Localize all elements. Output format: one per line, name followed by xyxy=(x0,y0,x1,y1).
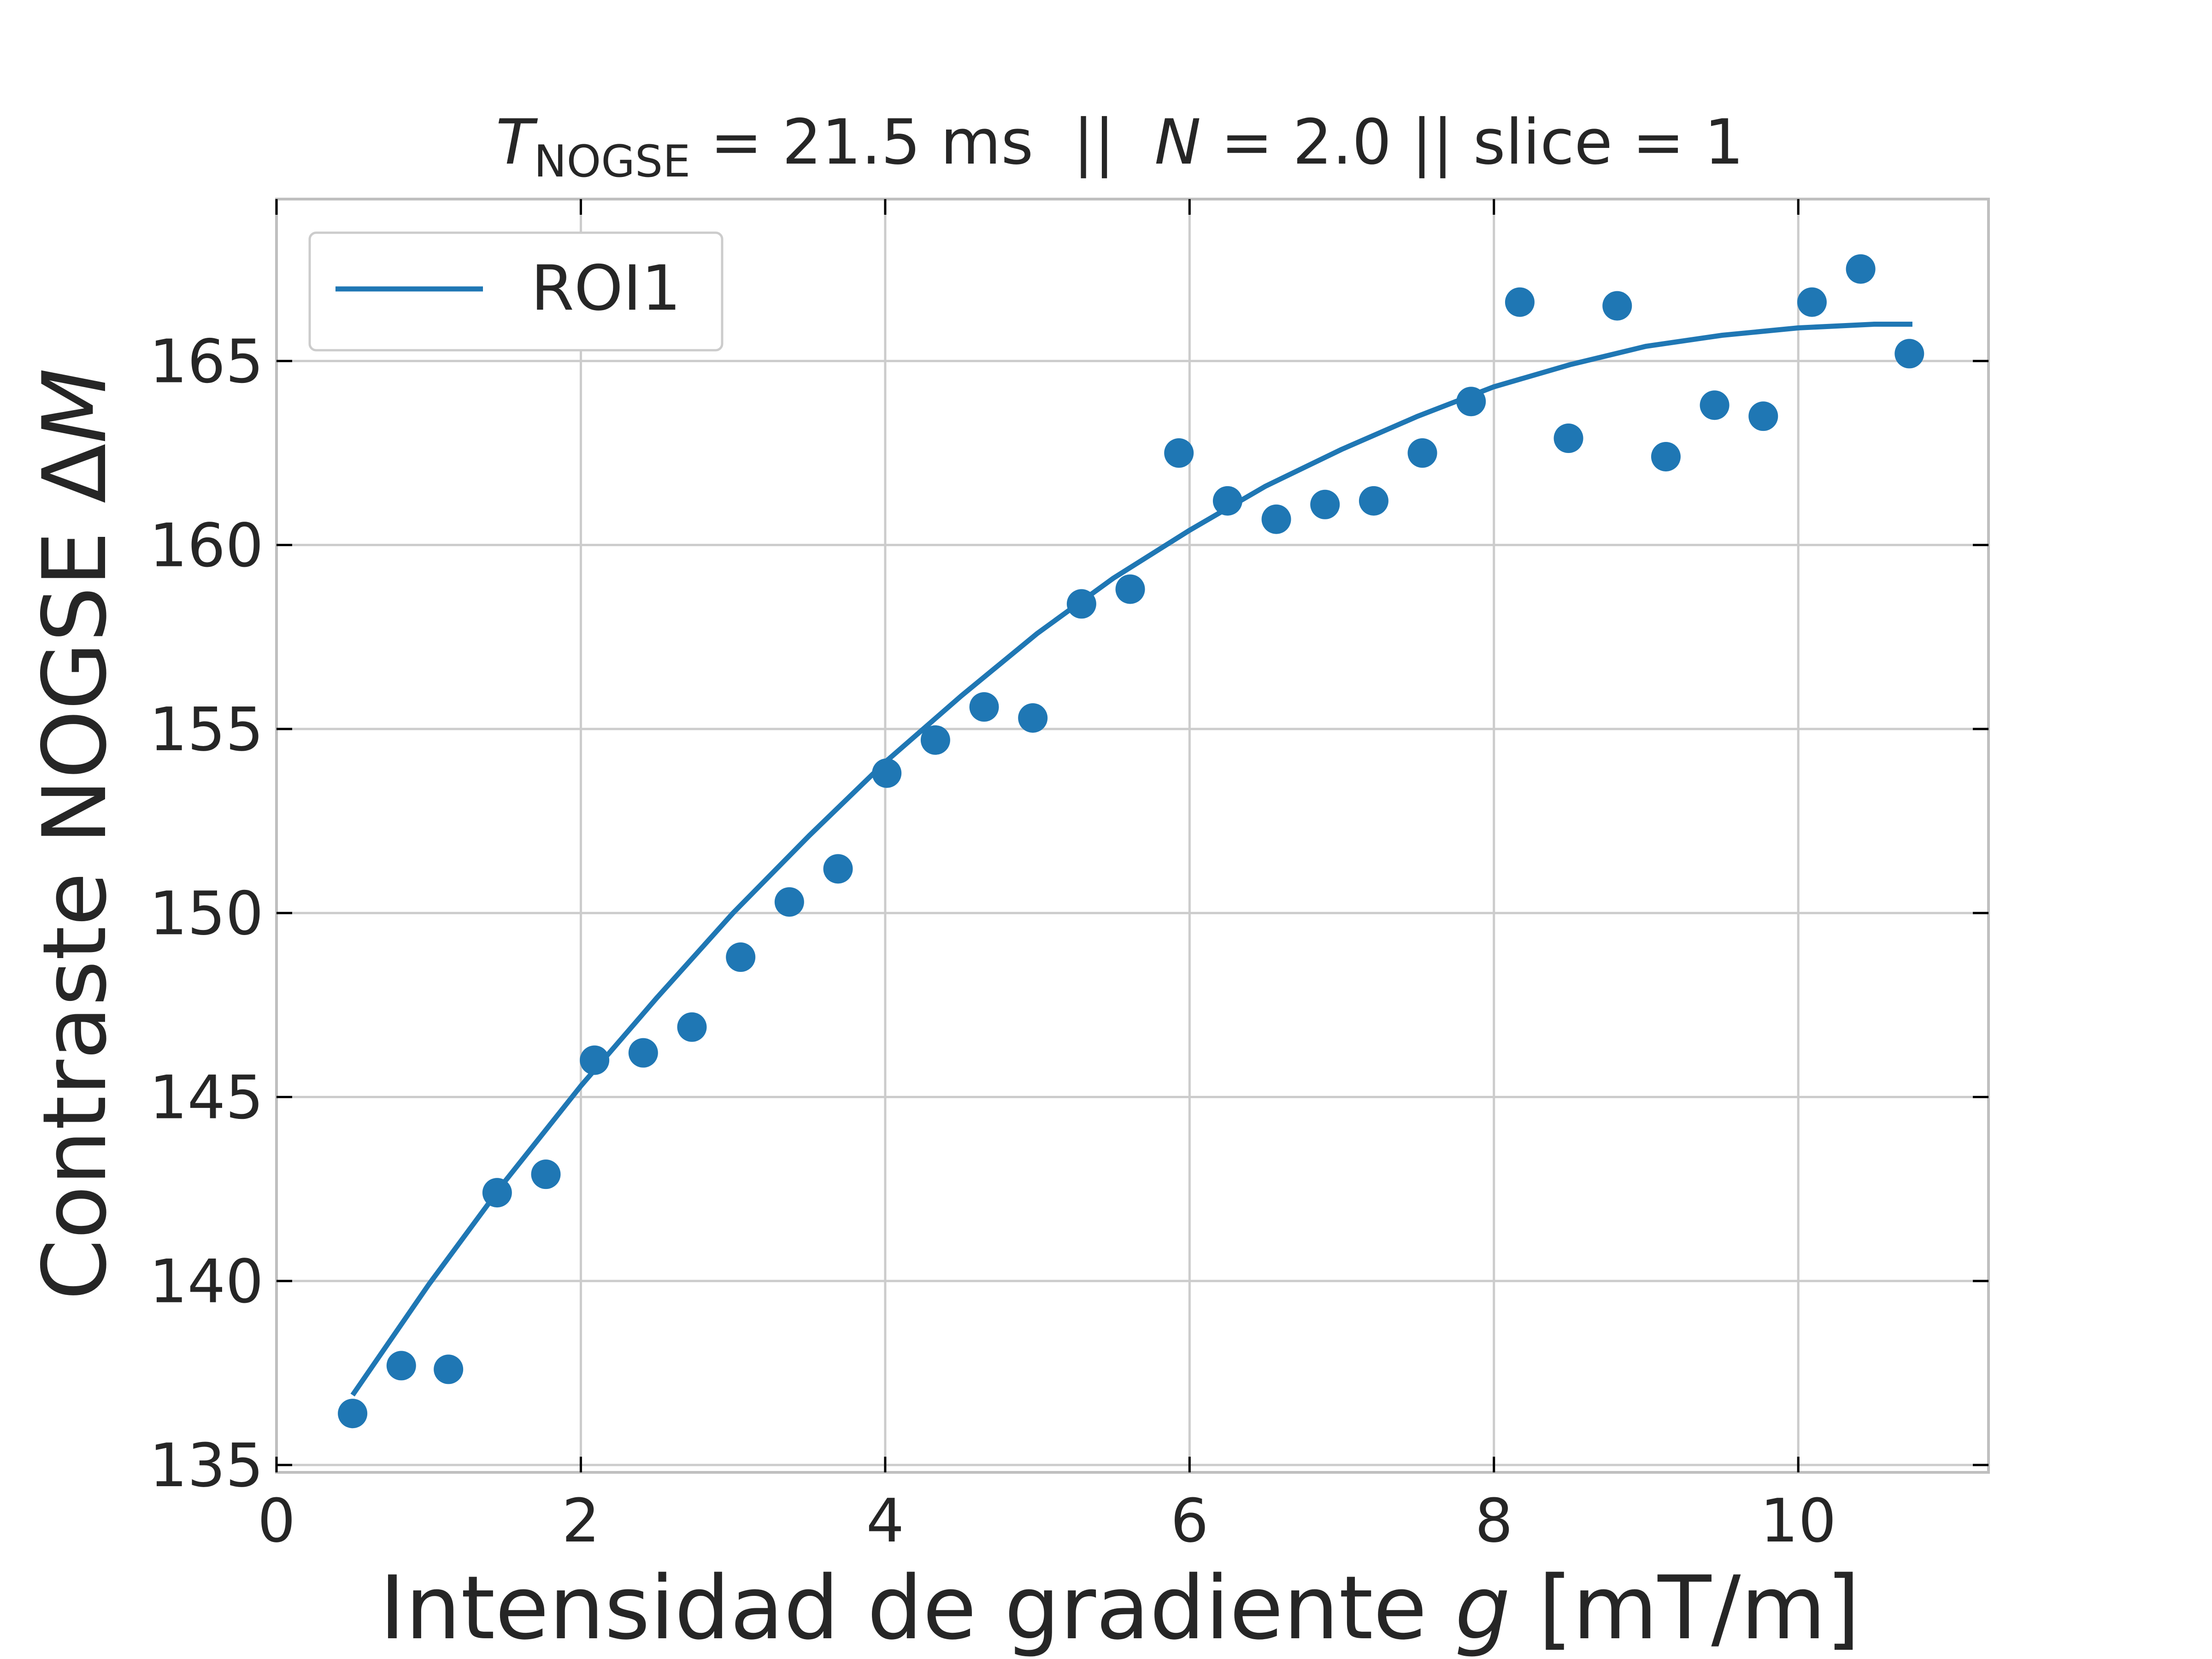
x-tick-label-0: 0 xyxy=(258,1486,296,1556)
data-point-23 xyxy=(1456,387,1486,417)
legend-box xyxy=(308,231,724,352)
data-point-18 xyxy=(1212,486,1242,516)
legend-label-roi1: ROI1 xyxy=(531,252,681,324)
data-point-7 xyxy=(677,1012,707,1042)
y-tick-label-4: 155 xyxy=(149,694,264,765)
x-axis-label: Intensidad de gradiente g [mT/m] xyxy=(379,1557,1860,1659)
y-tick-label-2: 145 xyxy=(149,1062,264,1132)
chart-title: TNOGSE = 21.5 ms || N = 2.0 || slice = 1 xyxy=(496,106,1744,187)
title-t-symbol: T xyxy=(496,106,538,178)
legend: ROI1 xyxy=(308,231,724,352)
data-point-14 xyxy=(1018,703,1048,733)
y-axis-label-text: Contraste NOGSE Δ xyxy=(24,443,126,1300)
title-n-symbol: N xyxy=(1154,106,1201,178)
y-axis-label: Contraste NOGSE ΔM xyxy=(24,368,126,1300)
data-point-12 xyxy=(920,725,950,755)
data-point-32 xyxy=(1894,339,1924,369)
data-point-2 xyxy=(434,1354,464,1384)
title-t-subscript: NOGSE xyxy=(534,136,690,187)
data-point-15 xyxy=(1066,589,1096,619)
x-axis-label-symbol: g xyxy=(1455,1557,1511,1659)
data-point-10 xyxy=(823,854,853,884)
y-tick-label-6: 165 xyxy=(149,326,264,396)
y-tick-label-0: 135 xyxy=(149,1430,264,1500)
x-tick-label-4: 8 xyxy=(1475,1486,1513,1556)
y-tick-label-3: 150 xyxy=(149,878,264,948)
x-tick-label-2: 4 xyxy=(866,1486,905,1556)
data-point-13 xyxy=(969,692,999,722)
data-point-19 xyxy=(1261,504,1291,534)
data-point-3 xyxy=(482,1178,512,1208)
y-tick-label-5: 160 xyxy=(149,511,264,581)
data-point-16 xyxy=(1115,574,1145,604)
axis-ticks: 0 2 4 6 8 10 135 140 145 150 155 160 165 xyxy=(149,199,1988,1556)
data-point-30 xyxy=(1797,287,1827,317)
x-tick-label-1: 2 xyxy=(562,1486,600,1556)
y-axis-label-symbol: M xyxy=(24,368,126,443)
title-n-value: = 2.0 || slice = 1 xyxy=(1201,106,1744,178)
title-t-value: = 21.5 ms || xyxy=(690,106,1154,178)
x-axis-label-text: Intensidad de gradiente xyxy=(379,1557,1455,1659)
x-tick-label-5: 10 xyxy=(1760,1486,1836,1556)
data-point-29 xyxy=(1748,401,1778,431)
data-points xyxy=(338,254,1924,1429)
data-point-31 xyxy=(1846,254,1876,284)
data-point-24 xyxy=(1505,287,1535,317)
grid xyxy=(275,199,1988,1472)
data-point-22 xyxy=(1407,438,1437,468)
data-point-8 xyxy=(726,942,756,972)
data-point-17 xyxy=(1164,438,1194,468)
x-tick-label-3: 6 xyxy=(1171,1486,1209,1556)
data-point-28 xyxy=(1700,390,1730,420)
fit-line-roi1 xyxy=(350,322,1912,1397)
data-point-9 xyxy=(774,887,804,917)
fit-line-layer xyxy=(350,322,1912,1397)
data-point-5 xyxy=(580,1045,610,1075)
y-tick-label-1: 140 xyxy=(149,1247,264,1317)
x-axis-label-unit: [mT/m] xyxy=(1511,1557,1860,1659)
data-point-1 xyxy=(386,1351,416,1381)
data-point-21 xyxy=(1359,486,1388,516)
data-point-6 xyxy=(628,1038,658,1068)
plot-frame xyxy=(275,198,1990,1474)
data-point-4 xyxy=(531,1159,561,1189)
data-point-0 xyxy=(338,1399,368,1429)
data-point-27 xyxy=(1651,441,1681,471)
data-point-11 xyxy=(872,758,902,788)
data-point-25 xyxy=(1553,424,1583,453)
data-point-26 xyxy=(1602,291,1632,321)
data-point-20 xyxy=(1310,489,1340,519)
